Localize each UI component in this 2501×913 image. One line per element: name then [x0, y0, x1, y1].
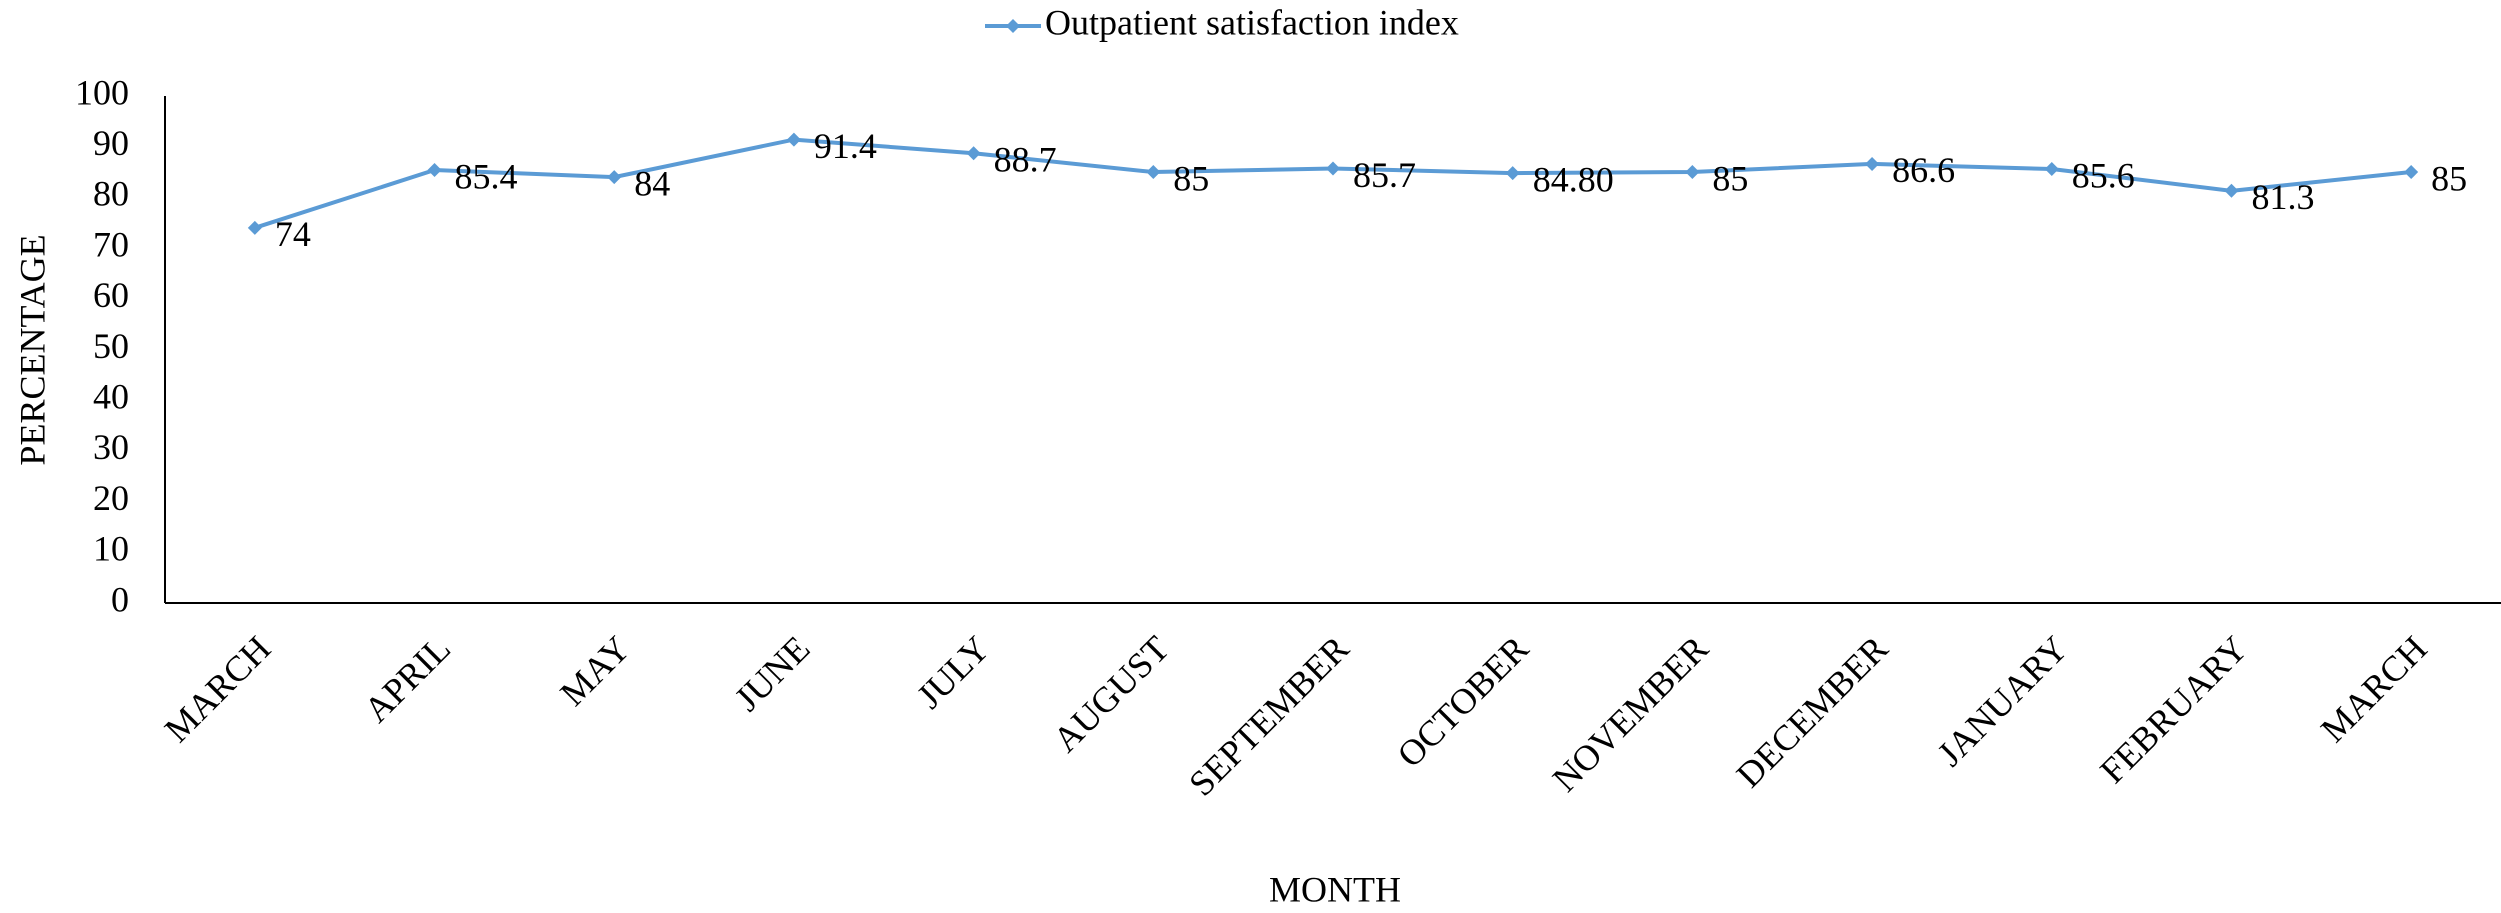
x-tick-label: SEPTEMBER	[1181, 628, 1356, 803]
data-point	[607, 170, 622, 185]
y-tick-label: 100	[75, 72, 129, 112]
data-point	[1505, 166, 1520, 181]
x-tick-label: NOVEMBER	[1545, 628, 1716, 799]
data-label: 74	[275, 214, 311, 254]
data-point	[786, 132, 801, 147]
x-tick-label: FEBRUARY	[2092, 628, 2255, 791]
y-tick-label: 10	[93, 529, 129, 569]
y-tick-label: 60	[93, 275, 129, 315]
data-label: 91.4	[814, 126, 877, 166]
data-label: 88.7	[994, 140, 1057, 180]
y-tick-label: 90	[93, 123, 129, 163]
x-tick-label: JANUARY	[1930, 628, 2076, 774]
data-point	[247, 220, 262, 235]
y-tick-label: 80	[93, 174, 129, 214]
x-tick-label: OCTOBER	[1390, 628, 1537, 775]
data-label: 85.7	[1353, 155, 1416, 195]
data-label: 84.80	[1533, 159, 1614, 199]
x-tick-label: AUGUST	[1045, 628, 1177, 760]
x-axis-label: MONTH	[1269, 869, 1401, 909]
x-tick-label: JULY	[909, 628, 997, 716]
x-tick-label: MARCH	[2313, 628, 2435, 750]
x-tick-label: APRIL	[356, 628, 458, 730]
legend-marker	[1006, 19, 1020, 33]
data-label: 86.6	[1892, 150, 1955, 190]
data-point	[1865, 156, 1880, 171]
x-tick-label: MARCH	[157, 628, 279, 750]
data-label: 81.3	[2251, 177, 2314, 217]
data-label: 85	[1173, 158, 1209, 198]
data-label: 84	[634, 163, 670, 203]
data-label: 85.6	[2072, 155, 2135, 195]
x-tick-label: DECEMBER	[1729, 628, 1896, 795]
x-tick-label: MAY	[552, 628, 637, 713]
y-tick-label: 30	[93, 427, 129, 467]
y-tick-label: 50	[93, 326, 129, 366]
data-point	[966, 146, 981, 161]
y-axis-label: PERCENTAGE	[12, 234, 52, 465]
data-label: 85	[1712, 158, 1748, 198]
y-tick-label: 40	[93, 376, 129, 416]
data-point	[1685, 165, 1700, 180]
legend-label: Outpatient satisfaction index	[1045, 2, 1459, 42]
y-tick-label: 20	[93, 478, 129, 518]
data-label: 85.4	[455, 156, 518, 196]
data-point	[2224, 183, 2239, 198]
y-tick-label: 0	[111, 579, 129, 619]
data-point	[427, 163, 442, 178]
x-tick-label: JUNE	[727, 628, 818, 719]
data-point	[1146, 165, 1161, 180]
data-point	[2404, 165, 2419, 180]
data-point	[2044, 162, 2059, 177]
y-tick-label: 70	[93, 224, 129, 264]
data-point	[1326, 161, 1340, 176]
data-label: 85	[2431, 158, 2467, 198]
